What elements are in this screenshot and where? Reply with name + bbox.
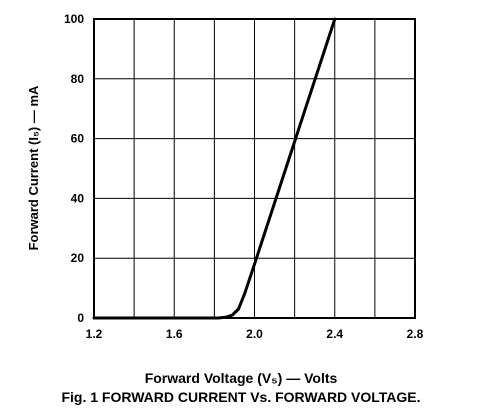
y-axis-label: Forward Current (I₅) — mA bbox=[26, 85, 41, 250]
y-tick-labels: 0 20 40 60 80 100 bbox=[64, 12, 84, 325]
y-tick-label: 20 bbox=[71, 251, 85, 265]
figure-caption: Fig. 1 FORWARD CURRENT Vs. FORWARD VOLTA… bbox=[61, 389, 421, 405]
x-tick-label: 2.4 bbox=[326, 327, 343, 341]
x-tick-label: 1.6 bbox=[166, 327, 183, 341]
forward-current-chart: 1.2 1.6 2.0 2.4 2.8 0 20 40 60 80 100 Forward Cur… bbox=[26, 12, 424, 341]
plot-frame bbox=[93, 18, 416, 319]
y-tick-label: 40 bbox=[71, 191, 85, 205]
x-tick-labels: 1.2 1.6 2.0 2.4 2.8 bbox=[86, 327, 424, 341]
x-tick-label: 2.0 bbox=[246, 327, 263, 341]
y-tick-label: 80 bbox=[71, 72, 85, 86]
x-tick-label: 1.2 bbox=[86, 327, 103, 341]
y-tick-label: 60 bbox=[71, 132, 85, 146]
x-axis-label: Forward Voltage (V₅) — Volts bbox=[144, 370, 338, 386]
y-tick-label: 0 bbox=[77, 311, 84, 325]
x-tick-label: 2.8 bbox=[407, 327, 424, 341]
y-tick-label: 100 bbox=[64, 12, 84, 26]
gridlines bbox=[94, 19, 415, 318]
